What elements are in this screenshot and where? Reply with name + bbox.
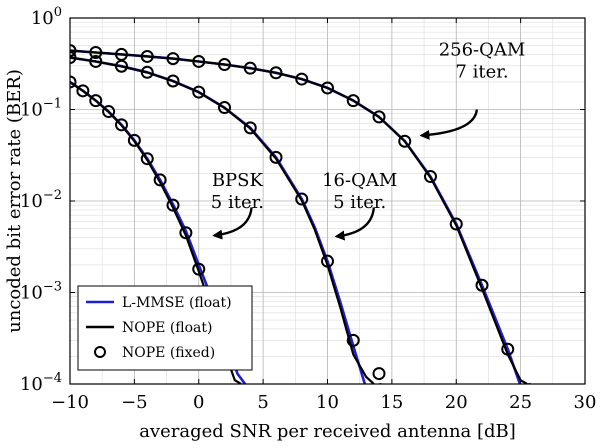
bpsk-nope-fixed-marker bbox=[153, 173, 167, 187]
16-qam-nope-fixed-marker bbox=[166, 74, 180, 88]
256-qam-nope-fixed-marker bbox=[475, 278, 489, 292]
256-qam-nope-fixed-marker bbox=[321, 81, 334, 95]
256-qam-nope-fixed-marker bbox=[140, 49, 154, 63]
x-tick-label: 10 bbox=[316, 392, 339, 413]
bpsk-nope-fixed-marker bbox=[89, 94, 103, 108]
y-tick-label: 10−2 bbox=[20, 188, 62, 212]
x-tick-label: 30 bbox=[574, 392, 597, 413]
16-qam-nope-fixed-marker bbox=[192, 85, 206, 99]
256-qam-nope-float-line bbox=[70, 49, 528, 384]
ticks-layer: −10 −5 0 5 10 15 20 25 30 100 10−1 10−2 10−3 10−4 bbox=[20, 5, 597, 413]
bpsk-nope-fixed-marker bbox=[102, 105, 116, 119]
annotation-label: 16-QAM bbox=[322, 170, 397, 191]
16-qam-nope-fixed-marker bbox=[346, 333, 360, 347]
256-qam-nope-fixed-marker bbox=[501, 342, 515, 356]
x-axis-label: averaged SNR per received antenna [dB] bbox=[139, 421, 516, 442]
16-qam-nope-fixed-marker bbox=[140, 65, 154, 79]
256-qam-nope-fixed-marker bbox=[89, 45, 103, 59]
16-qam-nope-fixed-marker bbox=[295, 192, 309, 206]
annotation-label: 256-QAM bbox=[439, 39, 526, 60]
256-qam-nope-fixed-marker bbox=[295, 72, 309, 86]
256-qam-nope-fixed-marker bbox=[192, 54, 206, 68]
annotation-label: 5 iter. bbox=[211, 192, 264, 213]
x-tick-label: 25 bbox=[509, 392, 532, 413]
y-tick-label: 10−4 bbox=[20, 371, 62, 395]
16-qam-nope-fixed-marker bbox=[321, 254, 334, 268]
annotation-arrow bbox=[334, 207, 376, 241]
legend-label: NOPE (fixed) bbox=[122, 345, 215, 361]
x-tick-label: 15 bbox=[380, 392, 403, 413]
bpsk-nope-fixed-marker bbox=[166, 198, 180, 212]
annotation-label: BPSK bbox=[212, 170, 264, 191]
256-qam-nope-fixed-marker bbox=[218, 58, 231, 72]
256-qam-nope-fixed-marker bbox=[166, 52, 180, 66]
legend-label: NOPE (float) bbox=[122, 320, 212, 336]
256-qam-nope-fixed-marker bbox=[372, 110, 386, 124]
annotation-label: 5 iter. bbox=[333, 192, 386, 213]
16-qam-nope-fixed-marker bbox=[89, 54, 103, 68]
16-qam-nope-fixed-marker bbox=[269, 150, 283, 164]
256-qam-nope-fixed-marker bbox=[115, 47, 128, 61]
legend: L-MMSE (float) NOPE (float) NOPE (fixed) bbox=[77, 285, 253, 371]
256-qam-nope-fixed-marker bbox=[424, 170, 437, 184]
bpsk-nope-fixed-marker bbox=[76, 84, 90, 98]
16-qam-nope-fixed-marker bbox=[243, 121, 257, 135]
y-tick-label: 10−1 bbox=[20, 97, 62, 121]
annotation-label: 7 iter. bbox=[455, 61, 508, 82]
x-tick-label: 0 bbox=[193, 392, 204, 413]
256-qam-nope-fixed-marker bbox=[243, 61, 257, 75]
bpsk-nope-fixed-marker bbox=[179, 226, 193, 240]
x-tick-label: −10 bbox=[51, 392, 89, 413]
256-qam-nope-fixed-marker bbox=[346, 94, 360, 108]
bpsk-nope-fixed-marker bbox=[192, 262, 206, 276]
256-qam-nope-fixed-marker bbox=[398, 134, 412, 148]
legend-marker-nope-fixed bbox=[94, 346, 106, 358]
y-tick-label: 100 bbox=[31, 5, 62, 29]
16-qam-nope-fixed-marker bbox=[70, 51, 77, 65]
y-tick-label: 10−3 bbox=[20, 280, 62, 304]
bpsk-nope-fixed-marker bbox=[140, 152, 154, 166]
256-qam-nope-fixed-marker bbox=[70, 44, 77, 58]
bpsk-nope-fixed-marker bbox=[127, 133, 141, 147]
annotation-arrow bbox=[212, 207, 253, 240]
16-qam-nope-float-line bbox=[70, 56, 375, 384]
x-tick-label: 5 bbox=[257, 392, 268, 413]
16-qam-nope-fixed-marker bbox=[218, 101, 231, 115]
series-layer bbox=[70, 44, 531, 384]
y-axis-label: uncoded bit error rate (BER) bbox=[4, 69, 25, 333]
256-qam-nope-fixed-marker bbox=[269, 66, 283, 80]
bpsk-nope-fixed-marker bbox=[115, 118, 128, 132]
x-tick-label: 20 bbox=[445, 392, 468, 413]
bpsk-nope-fixed-marker bbox=[70, 75, 77, 89]
annotation-arrow bbox=[419, 109, 479, 140]
256-qam-nope-fixed-marker bbox=[449, 217, 463, 231]
x-tick-label: −5 bbox=[121, 392, 148, 413]
legend-label: L-MMSE (float) bbox=[122, 295, 232, 311]
16-qam-nope-fixed-marker bbox=[372, 367, 386, 381]
